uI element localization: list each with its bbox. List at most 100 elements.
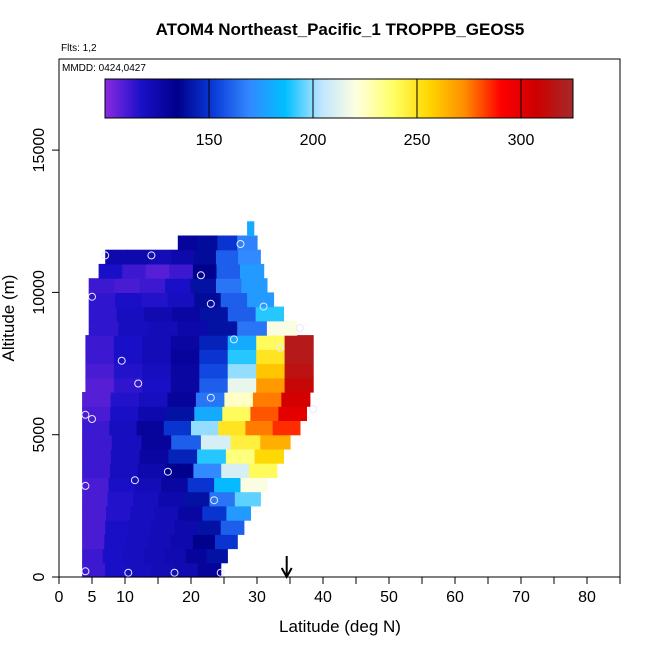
y-tick-label: 0: [31, 572, 48, 581]
heatmap-cell: [110, 406, 139, 421]
heatmap-cell: [240, 477, 268, 493]
heatmap-cell: [109, 463, 139, 478]
y-axis: 0 5000 10000 15000: [31, 128, 59, 581]
heatmap-cell: [202, 505, 227, 521]
observation-point: [276, 343, 285, 352]
y-tick-label: 10000: [31, 270, 48, 315]
heatmap-cell: [241, 278, 268, 293]
y-tick-label: 5000: [31, 417, 48, 453]
heatmap-cell: [88, 306, 118, 322]
heatmap-cell: [105, 562, 129, 578]
heatmap-cell: [113, 363, 143, 379]
heatmap-cell: [256, 363, 286, 379]
x-tick-label: 30: [248, 589, 266, 606]
heatmap-cell: [171, 434, 202, 450]
heatmap-cell: [183, 491, 210, 507]
observation-point: [206, 299, 215, 308]
heatmap-cell: [222, 406, 251, 421]
heatmap-cell: [82, 477, 110, 493]
observation-point: [309, 405, 318, 414]
heatmap-cell: [85, 335, 115, 350]
heatmap-cell: [161, 477, 189, 493]
heatmap-cell: [88, 320, 119, 336]
plot-area: [58, 58, 621, 578]
heatmap-cell: [165, 278, 192, 293]
heatmap-cell: [136, 420, 165, 436]
heatmap-cell: [195, 392, 225, 407]
observation-point: [124, 568, 133, 577]
y-axis-label: Altitude (m): [0, 275, 18, 362]
heatmap-cell: [142, 377, 172, 393]
heatmap-cell: [142, 335, 172, 350]
heatmap-cell: [209, 491, 236, 507]
heatmap-cell: [256, 377, 286, 393]
heatmap-cell: [133, 491, 160, 507]
x-tick-label: 20: [182, 589, 200, 606]
heatmap-cell: [199, 377, 229, 393]
observation-point: [81, 410, 90, 419]
x-tick-label: 80: [578, 589, 596, 606]
heatmap-cell: [197, 520, 222, 535]
heatmap-cell: [145, 263, 170, 279]
heatmap-cell: [82, 534, 105, 550]
observation-point: [130, 476, 139, 485]
heatmap-cell: [105, 249, 128, 265]
heatmap-cell: [247, 221, 255, 237]
colorbar-gradient: [104, 78, 574, 119]
x-tick-label: 50: [380, 589, 398, 606]
heatmap-cell: [249, 463, 278, 478]
observation-point: [170, 568, 179, 577]
heatmap-cell: [224, 392, 254, 407]
heatmap-cell: [200, 434, 232, 450]
x-tick-label: 60: [446, 589, 464, 606]
heatmap-cell: [190, 278, 217, 293]
heatmap-cell: [192, 263, 218, 279]
heatmap-cell: [170, 377, 200, 393]
observation-points: [81, 240, 318, 577]
heatmap-cell: [88, 278, 115, 293]
heatmap-cell: [165, 463, 194, 478]
heatmap-cell: [138, 406, 167, 421]
heatmap-cell: [171, 249, 195, 265]
heatmap-cell: [172, 306, 201, 322]
heatmap-cell: [199, 363, 229, 379]
observation-point: [196, 271, 205, 280]
heatmap-cell: [128, 520, 152, 535]
observation-point: [206, 393, 215, 402]
heatmap-cell: [116, 306, 145, 322]
x-axis: 0 5 10 20 30 40 50 60 70 80: [55, 576, 621, 606]
heatmap-cell: [170, 534, 194, 550]
heatmap-cell: [266, 320, 298, 336]
heatmap-cell: [154, 505, 179, 521]
latitude-marker-arrow: [280, 556, 293, 580]
heatmap-cell: [227, 363, 257, 379]
heatmap-cell: [142, 349, 172, 365]
heatmap-cell: [144, 548, 166, 564]
heatmap-cell: [256, 335, 286, 350]
observation-point: [101, 251, 110, 260]
heatmap-cell: [260, 434, 291, 450]
heatmap-cell: [170, 335, 200, 350]
heatmap-cell: [281, 392, 311, 407]
heatmap-cell: [148, 534, 172, 550]
heatmap-cell: [192, 534, 216, 550]
chart-title: ATOM4 Northeast_Pacific_1 TROPPB_GEOS5: [156, 20, 525, 39]
observation-point: [229, 335, 238, 344]
heatmap-cell: [111, 434, 143, 450]
heatmap-cell: [113, 349, 143, 365]
heatmap-cell: [139, 448, 169, 464]
heatmap-cell: [225, 448, 256, 464]
colorbar-tick-label: 250: [404, 132, 431, 149]
heatmap-cell: [104, 534, 128, 550]
heatmap-cell: [197, 562, 222, 578]
heatmap-cell: [220, 292, 248, 308]
heatmap-cell: [114, 278, 141, 293]
heatmap-cell: [149, 249, 173, 265]
heatmap-cell: [110, 392, 140, 407]
heatmap-cell: [144, 306, 173, 322]
heatmap-cell: [82, 548, 104, 564]
heatmap-cell: [216, 249, 239, 265]
heatmap-cell: [174, 562, 199, 578]
observation-point: [295, 324, 304, 332]
